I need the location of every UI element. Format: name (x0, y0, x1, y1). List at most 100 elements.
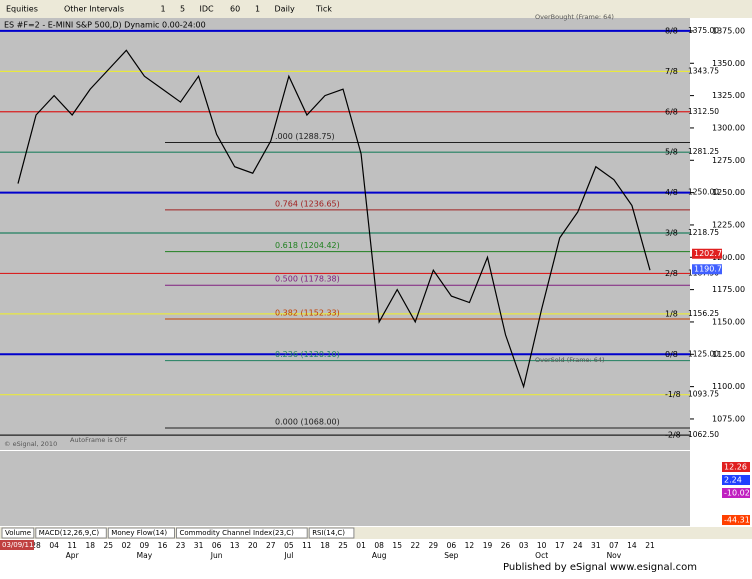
murray-name: 7/8 (665, 67, 678, 76)
indicator-pane (0, 451, 690, 526)
tab[interactable] (35, 527, 107, 539)
indicator-value: 2.24 (724, 476, 742, 485)
indicator-value: -10.02 (724, 489, 750, 498)
annotation: AutoFrame is OFF (70, 436, 128, 444)
toolbar-button[interactable]: 1 (255, 5, 260, 14)
date-label: 10 (537, 541, 547, 550)
murray-price: 1125.00 (688, 349, 719, 358)
murray-name: 1/8 (665, 309, 678, 318)
murray-price: 1062.50 (688, 430, 719, 439)
y-tick-label: 1300.00 (712, 123, 745, 132)
y-tick-label: 1375.00 (712, 26, 745, 35)
tab-label[interactable]: Money Flow(14) (111, 529, 167, 537)
toolbar-button[interactable]: Equities (6, 5, 38, 14)
toolbar-button[interactable]: 5 (180, 5, 185, 14)
date-label: 23 (176, 541, 186, 550)
chart-title: ES #F=2 - E-MINI S&P 500,D) Dynamic 0.00… (4, 21, 206, 30)
date-label: 07 (609, 541, 619, 550)
murray-price: 1250.00 (688, 188, 719, 197)
price-box-label: 1190.75 (694, 265, 727, 274)
tab-label[interactable]: RSI(14,C) (312, 529, 345, 537)
y-tick-label: 1275.00 (712, 156, 745, 165)
y-tick-label: 1150.00 (712, 317, 745, 326)
y-tick-label: 1125.00 (712, 350, 745, 359)
tab[interactable] (107, 527, 175, 539)
date-label: 13 (230, 541, 240, 550)
month-label: Jul (283, 551, 293, 560)
month-label: Aug (372, 551, 387, 560)
date-label: 18 (320, 541, 330, 550)
fib-label: 0.500 (1178.38) (275, 275, 340, 284)
date-box-label: 03/09/11 (2, 541, 33, 549)
date-label: 18 (85, 541, 95, 550)
y-tick-label: 1325.00 (712, 91, 745, 100)
fib-label: 0.236 (1120.10) (275, 350, 340, 359)
month-label: Nov (607, 551, 622, 560)
murray-price: 1218.75 (688, 228, 719, 237)
date-label: 11 (302, 541, 312, 550)
murray-name: -1/8 (665, 390, 681, 399)
murray-price: 1312.50 (688, 107, 719, 116)
toolbar-button[interactable]: Other Intervals (64, 5, 124, 14)
price-box (692, 248, 722, 259)
date-label: 29 (429, 541, 439, 550)
y-tick-label: 1100.00 (712, 382, 745, 391)
date-label: 11 (67, 541, 77, 550)
indicator-value-box (722, 488, 750, 498)
indicator-value-box (722, 462, 750, 472)
date-label: 21 (645, 541, 655, 550)
date-label: 08 (374, 541, 384, 550)
price-box-label: 1202.74 (694, 249, 727, 258)
murray-name: 8/8 (665, 26, 678, 35)
month-label: Jun (210, 551, 223, 560)
tab-label[interactable]: Commodity Channel Index(23,C) (180, 529, 295, 537)
date-label: 31 (194, 541, 204, 550)
date-label: 04 (49, 541, 59, 550)
date-label: 02 (122, 541, 132, 550)
date-label: 16 (158, 541, 168, 550)
tab[interactable] (1, 527, 35, 539)
date-label: 01 (356, 541, 366, 550)
price-box (692, 264, 722, 275)
y-tick-label: 1200.00 (712, 253, 745, 262)
price-axis (690, 18, 752, 450)
toolbar-button[interactable]: 1 (161, 5, 166, 14)
murray-name: 6/8 (665, 107, 678, 116)
date-label: 25 (338, 541, 348, 550)
date-label: 31 (591, 541, 601, 550)
date-label: 05 (284, 541, 294, 550)
toolbar (0, 0, 752, 18)
date-label: 24 (573, 541, 583, 550)
price-pane (0, 18, 690, 450)
indicator-value-box (722, 515, 750, 525)
fib-label: 0.382 (1152.33) (275, 308, 340, 317)
month-label: Oct (535, 551, 548, 560)
date-label: 28 (31, 541, 41, 550)
tab[interactable] (176, 527, 308, 539)
y-tick-label: 1350.00 (712, 59, 745, 68)
fib-label: 0.618 (1204.42) (275, 241, 340, 250)
footer: Published by eSignal www.esignal.com (503, 562, 697, 573)
murray-name: 2/8 (665, 269, 678, 278)
fib-label: 0.000 (1068.00) (275, 418, 340, 427)
murray-price: 1375.00 (688, 26, 719, 35)
date-label: 20 (248, 541, 258, 550)
date-label: 06 (447, 541, 457, 550)
date-label: 15 (392, 541, 402, 550)
murray-name: 4/8 (665, 188, 678, 197)
toolbar-button[interactable]: 60 (230, 5, 240, 14)
date-label: 09 (140, 541, 150, 550)
annotation: OverSold (Frame: 64) (535, 356, 605, 364)
date-label: 25 (104, 541, 114, 550)
tab-label[interactable]: Volume (5, 529, 31, 537)
toolbar-button[interactable]: Tick (315, 5, 332, 14)
annotation: © eSignal, 2010 (4, 440, 57, 448)
fib-label: .000 (1288.75) (275, 132, 335, 141)
tab[interactable] (308, 527, 355, 539)
y-tick-label: 1175.00 (712, 285, 745, 294)
month-label: May (137, 551, 153, 560)
toolbar-button[interactable]: IDC (200, 5, 215, 14)
tab-label[interactable]: MACD(12,26,9,C) (39, 529, 100, 537)
toolbar-button[interactable]: Daily (275, 5, 296, 14)
